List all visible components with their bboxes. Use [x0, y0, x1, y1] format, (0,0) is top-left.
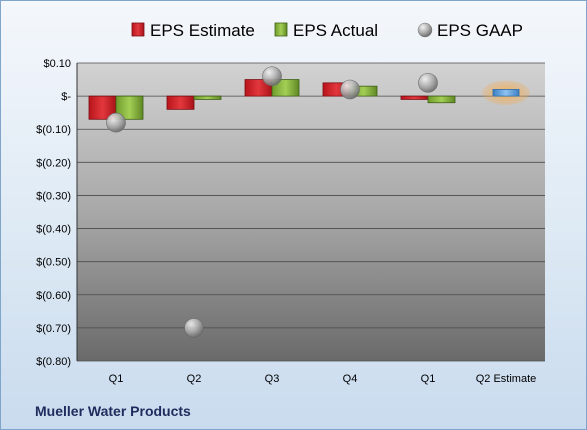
- x-tick-label: Q1: [421, 373, 436, 385]
- x-tick-label: Q3: [265, 373, 280, 385]
- x-tick-label: Q2: [187, 373, 202, 385]
- y-tick-label: $(0.10): [36, 124, 71, 136]
- y-tick-label: $(0.60): [36, 290, 71, 302]
- plot-area: [77, 63, 545, 361]
- legend-swatch-eps-gaap: [417, 22, 433, 38]
- y-tick-label: $(0.80): [36, 356, 71, 368]
- legend-swatch-eps-estimate: [131, 22, 145, 37]
- bar-eps-estimate-q2-estimate: [492, 89, 520, 97]
- gaap-points-layer: [106, 66, 438, 338]
- x-tick-label: Q4: [343, 373, 358, 385]
- x-tick-label: Q1: [109, 373, 124, 385]
- point-eps-gaap: [262, 66, 282, 87]
- bar-eps-actual: [193, 95, 222, 100]
- company-name: Mueller Water Products: [35, 403, 191, 419]
- bar-eps-estimate: [166, 95, 195, 110]
- y-axis: $0.10 $- $(0.10) $(0.20) $(0.30) $(0.40) $(0.5…: [36, 58, 78, 368]
- y-tick-label: $(0.30): [36, 190, 71, 202]
- point-eps-gaap: [106, 112, 126, 133]
- bar-eps-estimate: [400, 95, 429, 100]
- x-tick-label: Q2 Estimate: [476, 373, 537, 385]
- y-tick-label: $(0.40): [36, 224, 71, 236]
- legend: EPS Estimate EPS Actual EPS GAAP: [131, 21, 523, 40]
- x-axis: Q1 Q2 Q3 Q4 Q1 Q2 Estimate: [109, 373, 537, 385]
- legend-label: EPS Estimate: [150, 21, 255, 40]
- bars-layer: [88, 79, 530, 120]
- y-tick-label: $0.10: [43, 58, 71, 70]
- bar-eps-actual: [271, 79, 300, 97]
- eps-chart: $0.10 $- $(0.10) $(0.20) $(0.30) $(0.40) $(0.5…: [36, 21, 545, 385]
- y-tick-label: $(0.70): [36, 323, 71, 335]
- point-eps-gaap: [340, 79, 360, 100]
- bar-eps-actual: [115, 95, 144, 120]
- y-tick-label: $(0.20): [36, 157, 71, 169]
- y-tick-label: $-: [61, 91, 71, 103]
- point-eps-gaap: [418, 73, 438, 93]
- point-eps-gaap: [184, 318, 204, 338]
- y-tick-label: $(0.50): [36, 257, 71, 269]
- gridlines: [77, 62, 545, 362]
- legend-label: EPS GAAP: [437, 21, 523, 40]
- bar-eps-actual: [427, 95, 456, 104]
- legend-swatch-eps-actual: [274, 22, 288, 37]
- legend-label: EPS Actual: [293, 21, 378, 40]
